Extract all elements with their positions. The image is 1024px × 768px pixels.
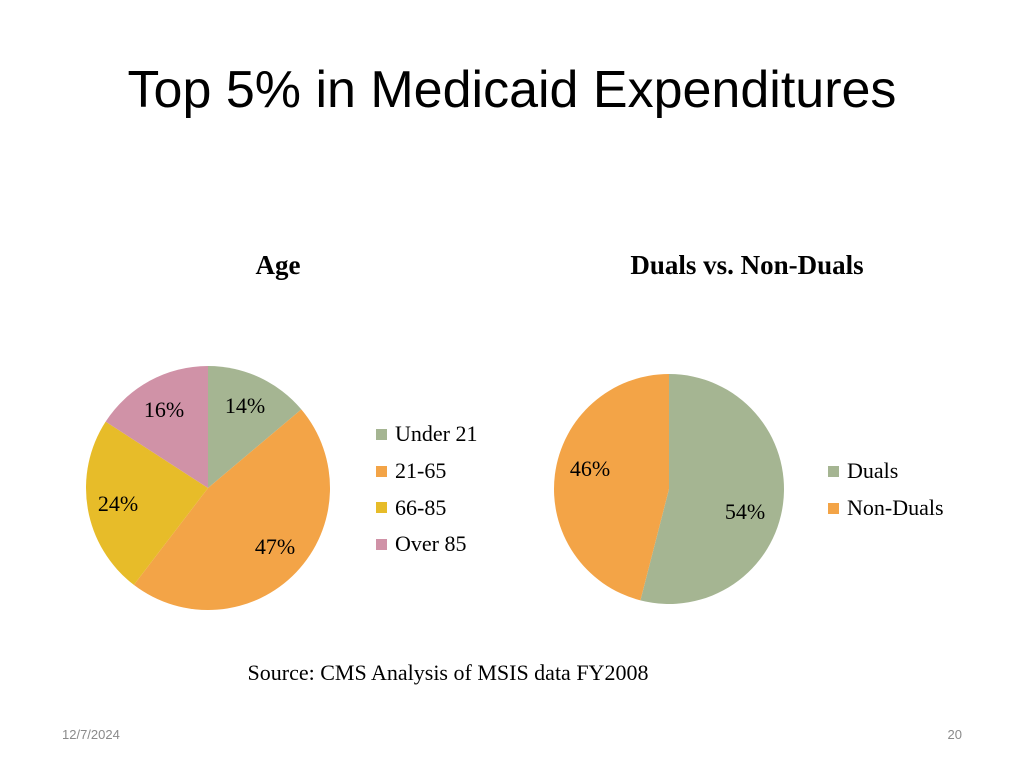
- legend-swatch: [376, 465, 387, 477]
- legend-label: Over 85: [395, 531, 467, 557]
- legend-label: Duals: [847, 458, 899, 484]
- legend-item-non-duals: Non-Duals: [828, 490, 944, 527]
- footer-date: 12/7/2024: [62, 727, 120, 742]
- pie-slice-over-85: [105, 366, 208, 488]
- data-label-over-85: 16%: [144, 397, 184, 422]
- legend-swatch: [828, 502, 839, 514]
- legend-swatch: [828, 465, 839, 477]
- legend-item-21-65: 21-65: [376, 453, 477, 490]
- legend-item-66-85: 66-85: [376, 489, 477, 526]
- data-label-non-duals: 46%: [570, 456, 610, 481]
- legend-item-under-21: Under 21: [376, 416, 477, 453]
- legend-swatch: [376, 428, 387, 440]
- pie-slice-non-duals: [554, 374, 669, 601]
- data-label-duals: 54%: [725, 499, 765, 524]
- source-note: Source: CMS Analysis of MSIS data FY2008: [247, 660, 649, 685]
- legend-label: 66-85: [395, 494, 447, 520]
- duals-chart-title: Duals vs. Non-Duals: [630, 250, 864, 280]
- legend-item-over-85: Over 85: [376, 526, 477, 563]
- duals-legend: Duals Non-Duals: [828, 453, 944, 526]
- legend-swatch: [376, 538, 387, 550]
- pie-slice-duals: [640, 374, 784, 604]
- legend-label: Non-Duals: [847, 495, 944, 521]
- pie-slice-66-85: [86, 421, 208, 585]
- data-label-under-21: 14%: [225, 393, 265, 418]
- data-label-66-85: 24%: [98, 491, 138, 516]
- age-pie-chart: 14% 47% 24% 16%: [86, 366, 330, 610]
- age-legend: Under 21 21-65 66-85 Over 85: [376, 416, 477, 563]
- pie-slice-21-65: [133, 409, 330, 610]
- legend-swatch: [376, 502, 387, 514]
- legend-label: Under 21: [395, 421, 478, 447]
- legend-item-duals: Duals: [828, 453, 944, 490]
- page-number: 20: [947, 727, 962, 742]
- data-label-21-65: 47%: [255, 534, 295, 559]
- pie-slice-under-21: [208, 366, 302, 488]
- legend-label: 21-65: [395, 458, 447, 484]
- slide-title: Top 5% in Medicaid Expenditures: [127, 61, 897, 119]
- duals-pie-chart: 54% 46%: [554, 374, 784, 604]
- age-chart-title: Age: [255, 250, 301, 280]
